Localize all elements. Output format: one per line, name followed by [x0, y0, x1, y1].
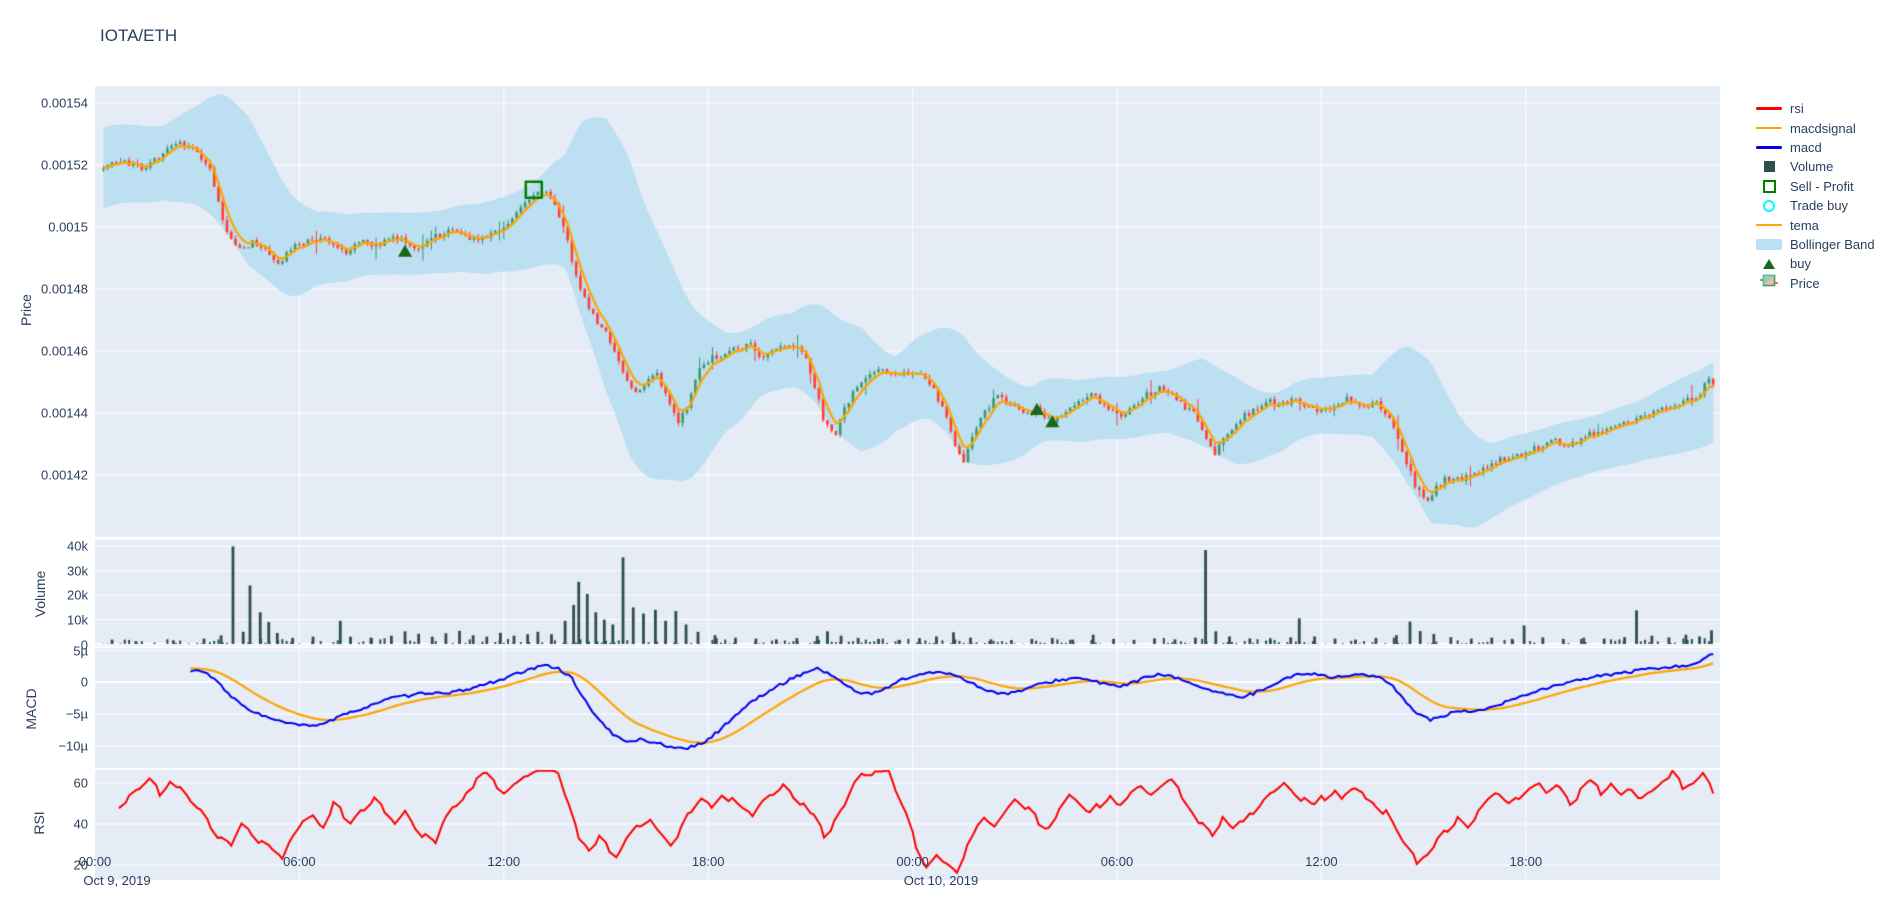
macd-panel[interactable] — [95, 648, 1720, 768]
legend: rsi macdsignal macd Volume Sell - Profit Trad… — [1753, 99, 1875, 293]
legend-item-volume[interactable]: Volume — [1753, 157, 1875, 176]
legend-item-price[interactable]: Price — [1753, 274, 1875, 293]
legend-item-bollinger-band[interactable]: Bollinger Band — [1753, 235, 1875, 254]
volume-panel[interactable] — [95, 540, 1720, 646]
legend-label: Volume — [1790, 159, 1834, 175]
rsi-tick-label: 20 — [73, 857, 88, 873]
x-tick-label: 18:00 — [1509, 854, 1543, 869]
legend-label: rsi — [1790, 101, 1804, 117]
x-tick-label: 18:00 — [691, 854, 725, 869]
legend-label: Trade buy — [1790, 198, 1849, 214]
price-legend-candlestick-icon — [1753, 273, 1785, 293]
tema-legend-line-icon — [1753, 223, 1785, 227]
price-tick-label: 0.00152 — [41, 157, 88, 173]
price-tick-label: 0.00148 — [41, 281, 88, 297]
rsi-legend-line-icon — [1753, 107, 1785, 110]
legend-label: buy — [1790, 256, 1811, 272]
rsi-tick-label: 40 — [73, 816, 88, 832]
macd-legend-line-icon — [1753, 146, 1785, 149]
sell-profit-legend-square-icon — [1753, 179, 1785, 193]
volume-tick-label: 30k — [67, 563, 88, 579]
price-tick-label: 0.00154 — [41, 95, 88, 111]
legend-label: Bollinger Band — [1790, 236, 1875, 252]
legend-label: Sell - Profit — [1790, 178, 1854, 194]
price-tick-label: 0.00142 — [41, 467, 88, 483]
x-axis-date-oct10: Oct 10, 2019 — [903, 873, 979, 888]
macd-tick-label: −10µ — [58, 738, 88, 754]
x-tick-label: 00:00 — [78, 854, 112, 869]
x-tick-label: 06:00 — [1100, 854, 1134, 869]
macd-tick-label: −5µ — [65, 706, 88, 722]
x-tick-label: 12:00 — [487, 854, 521, 869]
legend-item-tema[interactable]: tema — [1753, 215, 1875, 234]
x-tick-label: 06:00 — [283, 854, 316, 869]
volume-legend-square-icon — [1753, 161, 1785, 173]
volume-tick-label: 0 — [80, 637, 88, 653]
volume-tick-label: 10k — [67, 612, 88, 628]
macd-tick-label: 5µ — [73, 643, 88, 659]
buy-legend-triangle-icon — [1753, 258, 1785, 269]
macd-tick-label: 0 — [80, 674, 88, 690]
volume-tick-label: 40k — [67, 538, 88, 554]
legend-item-sell-profit[interactable]: Sell - Profit — [1753, 177, 1875, 196]
x-axis-date-oct9: Oct 9, 2019 — [83, 873, 151, 888]
legend-label: macd — [1790, 139, 1822, 155]
macdsignal-legend-line-icon — [1753, 126, 1785, 130]
price-tick-label: 0.00144 — [41, 405, 88, 421]
trade-buy-legend-circle-icon — [1753, 199, 1785, 212]
price-tick-label: 0.0015 — [48, 219, 88, 235]
price-panel[interactable] — [95, 86, 1720, 537]
x-tick-label: 00:00 — [896, 854, 929, 869]
rsi-tick-label: 60 — [73, 775, 88, 791]
legend-item-buy[interactable]: buy — [1753, 254, 1875, 273]
legend-item-rsi[interactable]: rsi — [1753, 99, 1875, 118]
bollinger-band-legend-band-icon — [1753, 238, 1785, 250]
legend-label: Price — [1790, 275, 1820, 291]
price-axis-title: Price — [18, 294, 34, 326]
legend-item-macdsignal[interactable]: macdsignal — [1753, 118, 1875, 137]
legend-item-trade-buy[interactable]: Trade buy — [1753, 196, 1875, 215]
price-tick-label: 0.00146 — [41, 343, 88, 359]
volume-tick-label: 20k — [67, 587, 88, 603]
legend-label: macdsignal — [1790, 120, 1856, 136]
legend-label: tema — [1790, 217, 1819, 233]
x-tick-label: 12:00 — [1305, 854, 1338, 869]
legend-item-macd[interactable]: macd — [1753, 138, 1875, 157]
page-title: IOTA/ETH — [100, 26, 178, 45]
